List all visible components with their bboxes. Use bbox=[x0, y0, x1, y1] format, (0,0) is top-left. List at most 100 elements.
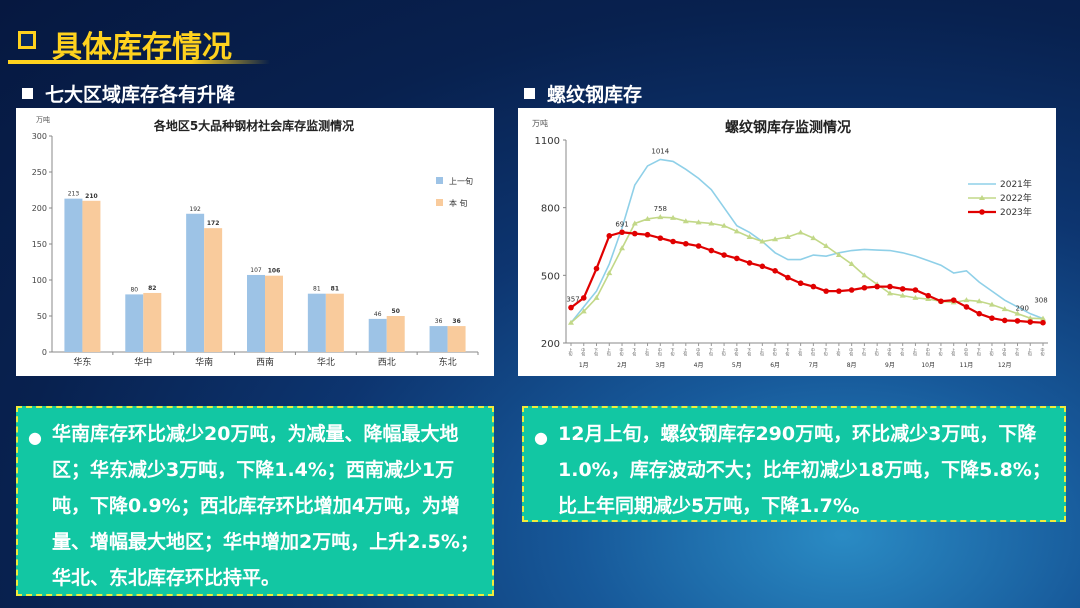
x-tick-label: 中旬 bbox=[964, 347, 969, 357]
x-tick-label: 中旬 bbox=[773, 347, 778, 357]
data-point-2023 bbox=[887, 283, 893, 290]
data-point-2023 bbox=[580, 295, 587, 301]
data-point-2023 bbox=[568, 304, 574, 311]
bar-chart: 各地区5大品种钢材社会库存监测情况 万吨 0 50 100 150 200 250 300 华东 2… bbox=[32, 115, 479, 368]
legend-marker bbox=[979, 209, 985, 215]
data-point-2022 bbox=[682, 218, 689, 224]
x-tick-label: 下旬 bbox=[632, 348, 637, 357]
x-tick-label: 下旬 bbox=[671, 348, 676, 357]
right-note-text: 12月上旬，螺纹钢库存290万吨，环比减少3万吨，下降1.0%，库存波动不大；比… bbox=[558, 423, 1051, 517]
x-tick-label: 上旬 bbox=[722, 347, 727, 357]
y-tick-label: 0 bbox=[42, 348, 47, 357]
bar-0 bbox=[186, 213, 205, 352]
x-tick-label: 中旬 bbox=[849, 347, 854, 357]
data-point-2022 bbox=[580, 308, 587, 314]
x-tick-label: 上旬 bbox=[569, 347, 574, 357]
data-point-2023 bbox=[619, 229, 625, 236]
data-label: 1014 bbox=[651, 147, 669, 155]
month-label: 1月 bbox=[579, 362, 589, 369]
month-label: 10月 bbox=[921, 362, 935, 369]
data-point-2022 bbox=[695, 219, 702, 225]
data-point-2022 bbox=[1040, 315, 1046, 321]
x-tick-label: 华中 bbox=[134, 356, 152, 368]
month-label: 2月 bbox=[617, 362, 627, 369]
data-point-2023 bbox=[644, 231, 651, 238]
x-tick-label: 中旬 bbox=[658, 347, 663, 357]
data-point-2022 bbox=[1014, 310, 1021, 316]
data-point-2023 bbox=[925, 292, 931, 299]
x-tick-label: 中旬 bbox=[696, 347, 701, 357]
month-label: 5月 bbox=[732, 362, 742, 369]
data-point-2023 bbox=[1014, 318, 1021, 324]
right-section-heading: 螺纹钢库存 bbox=[524, 80, 642, 107]
legend-marker bbox=[979, 195, 985, 200]
data-point-2023 bbox=[861, 284, 868, 291]
bar-1 bbox=[386, 316, 405, 352]
series-line-2023年 bbox=[570, 231, 1044, 324]
data-point-2022 bbox=[963, 297, 970, 303]
left-note-box: ● 华南库存环比减少20万吨，为减量、降幅最大地区；华东减少3万吨，下降1.4%… bbox=[16, 406, 494, 596]
data-point-2022 bbox=[988, 301, 995, 307]
bar-0 bbox=[64, 198, 83, 352]
series-line-2022年 bbox=[570, 216, 1044, 324]
data-point-2023 bbox=[785, 274, 791, 281]
x-tick-label: 上旬 bbox=[683, 347, 688, 357]
month-label: 9月 bbox=[885, 362, 895, 369]
x-tick-label: 上旬 bbox=[951, 347, 956, 357]
data-point-2022 bbox=[912, 294, 919, 300]
bar-data-label: 106 bbox=[268, 268, 281, 275]
bar-data-label: 172 bbox=[207, 220, 220, 227]
x-tick-label: 中旬 bbox=[926, 347, 931, 357]
data-point-2023 bbox=[810, 283, 817, 290]
page-title: 具体库存情况 bbox=[52, 30, 232, 65]
data-point-2022 bbox=[568, 319, 574, 325]
bar-1 bbox=[204, 228, 223, 352]
data-point-2023 bbox=[797, 280, 804, 287]
bar-data-label: 82 bbox=[148, 285, 156, 292]
x-tick-label: 下旬 bbox=[900, 348, 905, 357]
data-point-2023 bbox=[899, 286, 906, 292]
x-tick-label: 下旬 bbox=[1015, 348, 1020, 357]
right-note-box: ● 12月上旬，螺纹钢库存290万吨，环比减少3万吨，下降1.0%，库存波动不大… bbox=[522, 406, 1066, 522]
data-point-2023 bbox=[1040, 319, 1046, 326]
data-point-2023 bbox=[759, 263, 766, 270]
x-tick-label: 华北 bbox=[317, 356, 335, 368]
y-tick-label: 800 bbox=[541, 204, 560, 215]
y-unit-label: 万吨 bbox=[36, 115, 50, 124]
x-tick-label: 上旬 bbox=[836, 347, 841, 357]
data-point-2023 bbox=[772, 268, 778, 274]
bar-1 bbox=[265, 275, 283, 352]
x-tick-label: 中旬 bbox=[620, 347, 625, 357]
x-tick-label: 中旬 bbox=[734, 347, 739, 357]
y-tick-label: 200 bbox=[32, 204, 47, 213]
bar-data-label: 213 bbox=[68, 191, 80, 198]
bar-chart-panel: 各地区5大品种钢材社会库存监测情况 万吨 0 50 100 150 200 250 300 华东 2… bbox=[16, 108, 494, 376]
data-point-2022 bbox=[823, 243, 830, 249]
x-tick-label: 下旬 bbox=[709, 348, 714, 357]
data-point-2023 bbox=[746, 260, 753, 266]
x-tick-label: 上旬 bbox=[645, 347, 650, 357]
data-point-2022 bbox=[886, 290, 893, 296]
bar-0 bbox=[307, 293, 326, 352]
data-label: 308 bbox=[1034, 297, 1047, 305]
y-tick-label: 200 bbox=[541, 339, 560, 350]
y-tick-label: 100 bbox=[32, 276, 47, 285]
data-point-2023 bbox=[1001, 317, 1008, 324]
bar-data-label: 81 bbox=[331, 286, 339, 293]
data-point-2022 bbox=[733, 228, 740, 234]
data-point-2022 bbox=[644, 215, 651, 221]
data-point-2023 bbox=[989, 315, 995, 321]
data-point-2023 bbox=[670, 238, 676, 245]
x-tick-label: 上旬 bbox=[875, 347, 880, 357]
data-label: 758 bbox=[654, 205, 667, 213]
data-point-2022 bbox=[797, 229, 804, 235]
x-tick-label: 下旬 bbox=[594, 348, 599, 357]
x-tick-label: 华南 bbox=[195, 356, 213, 368]
legend-label: 2021年 bbox=[1000, 178, 1032, 190]
month-label: 12月 bbox=[998, 362, 1012, 369]
x-tick-label: 下旬 bbox=[977, 348, 982, 357]
data-point-2022 bbox=[657, 214, 664, 220]
legend-swatch bbox=[436, 177, 443, 184]
data-point-2023 bbox=[963, 304, 970, 310]
